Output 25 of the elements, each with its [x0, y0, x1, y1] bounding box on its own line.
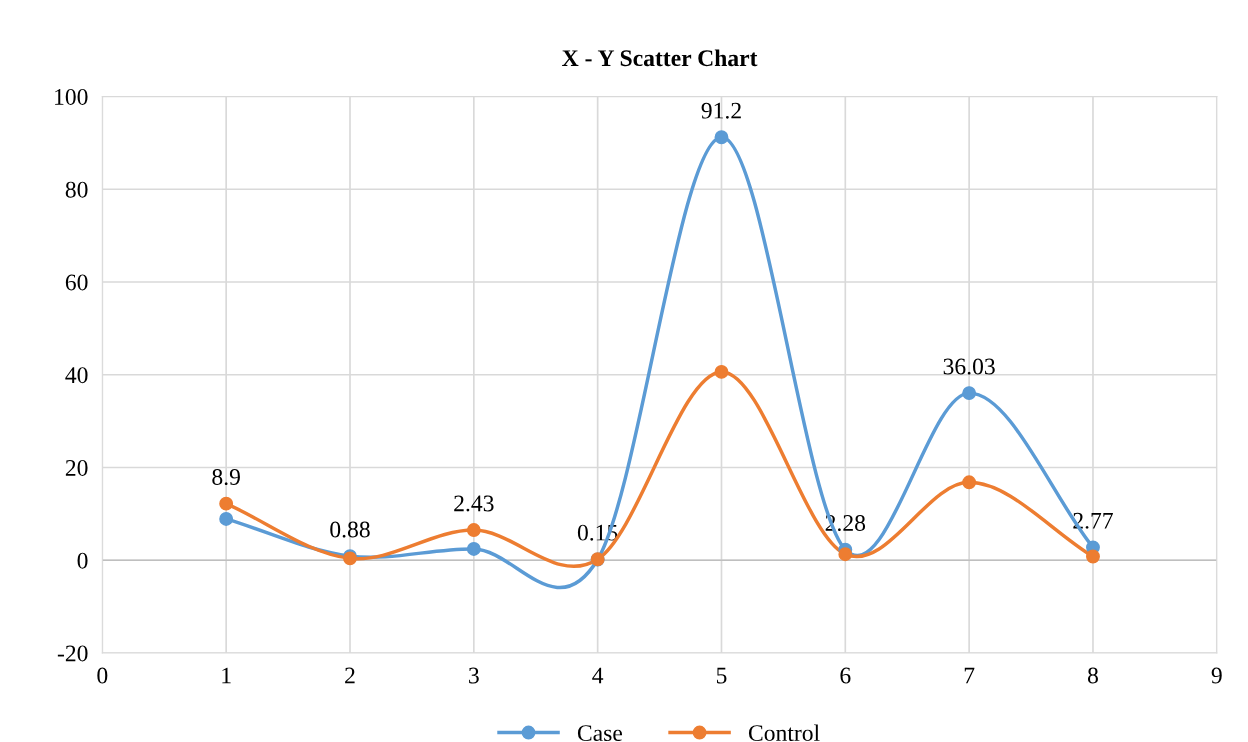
chart-title: X - Y Scatter Chart [562, 49, 758, 67]
x-tick-label: 6 [840, 667, 851, 684]
x-tick-label: 9 [1211, 667, 1222, 684]
y-tick-label: 0 [77, 552, 88, 569]
y-tick-label: -20 [57, 645, 88, 662]
y-tick-label: 40 [65, 367, 88, 384]
data-label: 0.88 [330, 521, 370, 538]
y-tick-label: 80 [65, 181, 88, 198]
data-label: 2.43 [454, 495, 494, 512]
y-tick-label: 20 [65, 459, 88, 476]
legend-label: Case [577, 725, 623, 742]
data-label: 36.03 [943, 358, 995, 375]
x-tick-label: 2 [345, 667, 355, 684]
x-tick-label: 5 [716, 667, 727, 684]
x-tick-label: 7 [964, 667, 975, 684]
x-tick-label: 4 [592, 667, 604, 684]
x-tick-label: 0 [97, 667, 108, 684]
x-tick-label: 8 [1087, 667, 1098, 684]
y-tick-label: 60 [65, 274, 88, 291]
y-tick-label: 100 [55, 88, 88, 105]
data-label: 91.2 [701, 102, 741, 119]
x-tick-label: 3 [469, 667, 479, 684]
data-label: 8.9 [212, 469, 240, 486]
x-tick-label: 1 [222, 667, 231, 684]
legend-label: Control [748, 724, 820, 742]
